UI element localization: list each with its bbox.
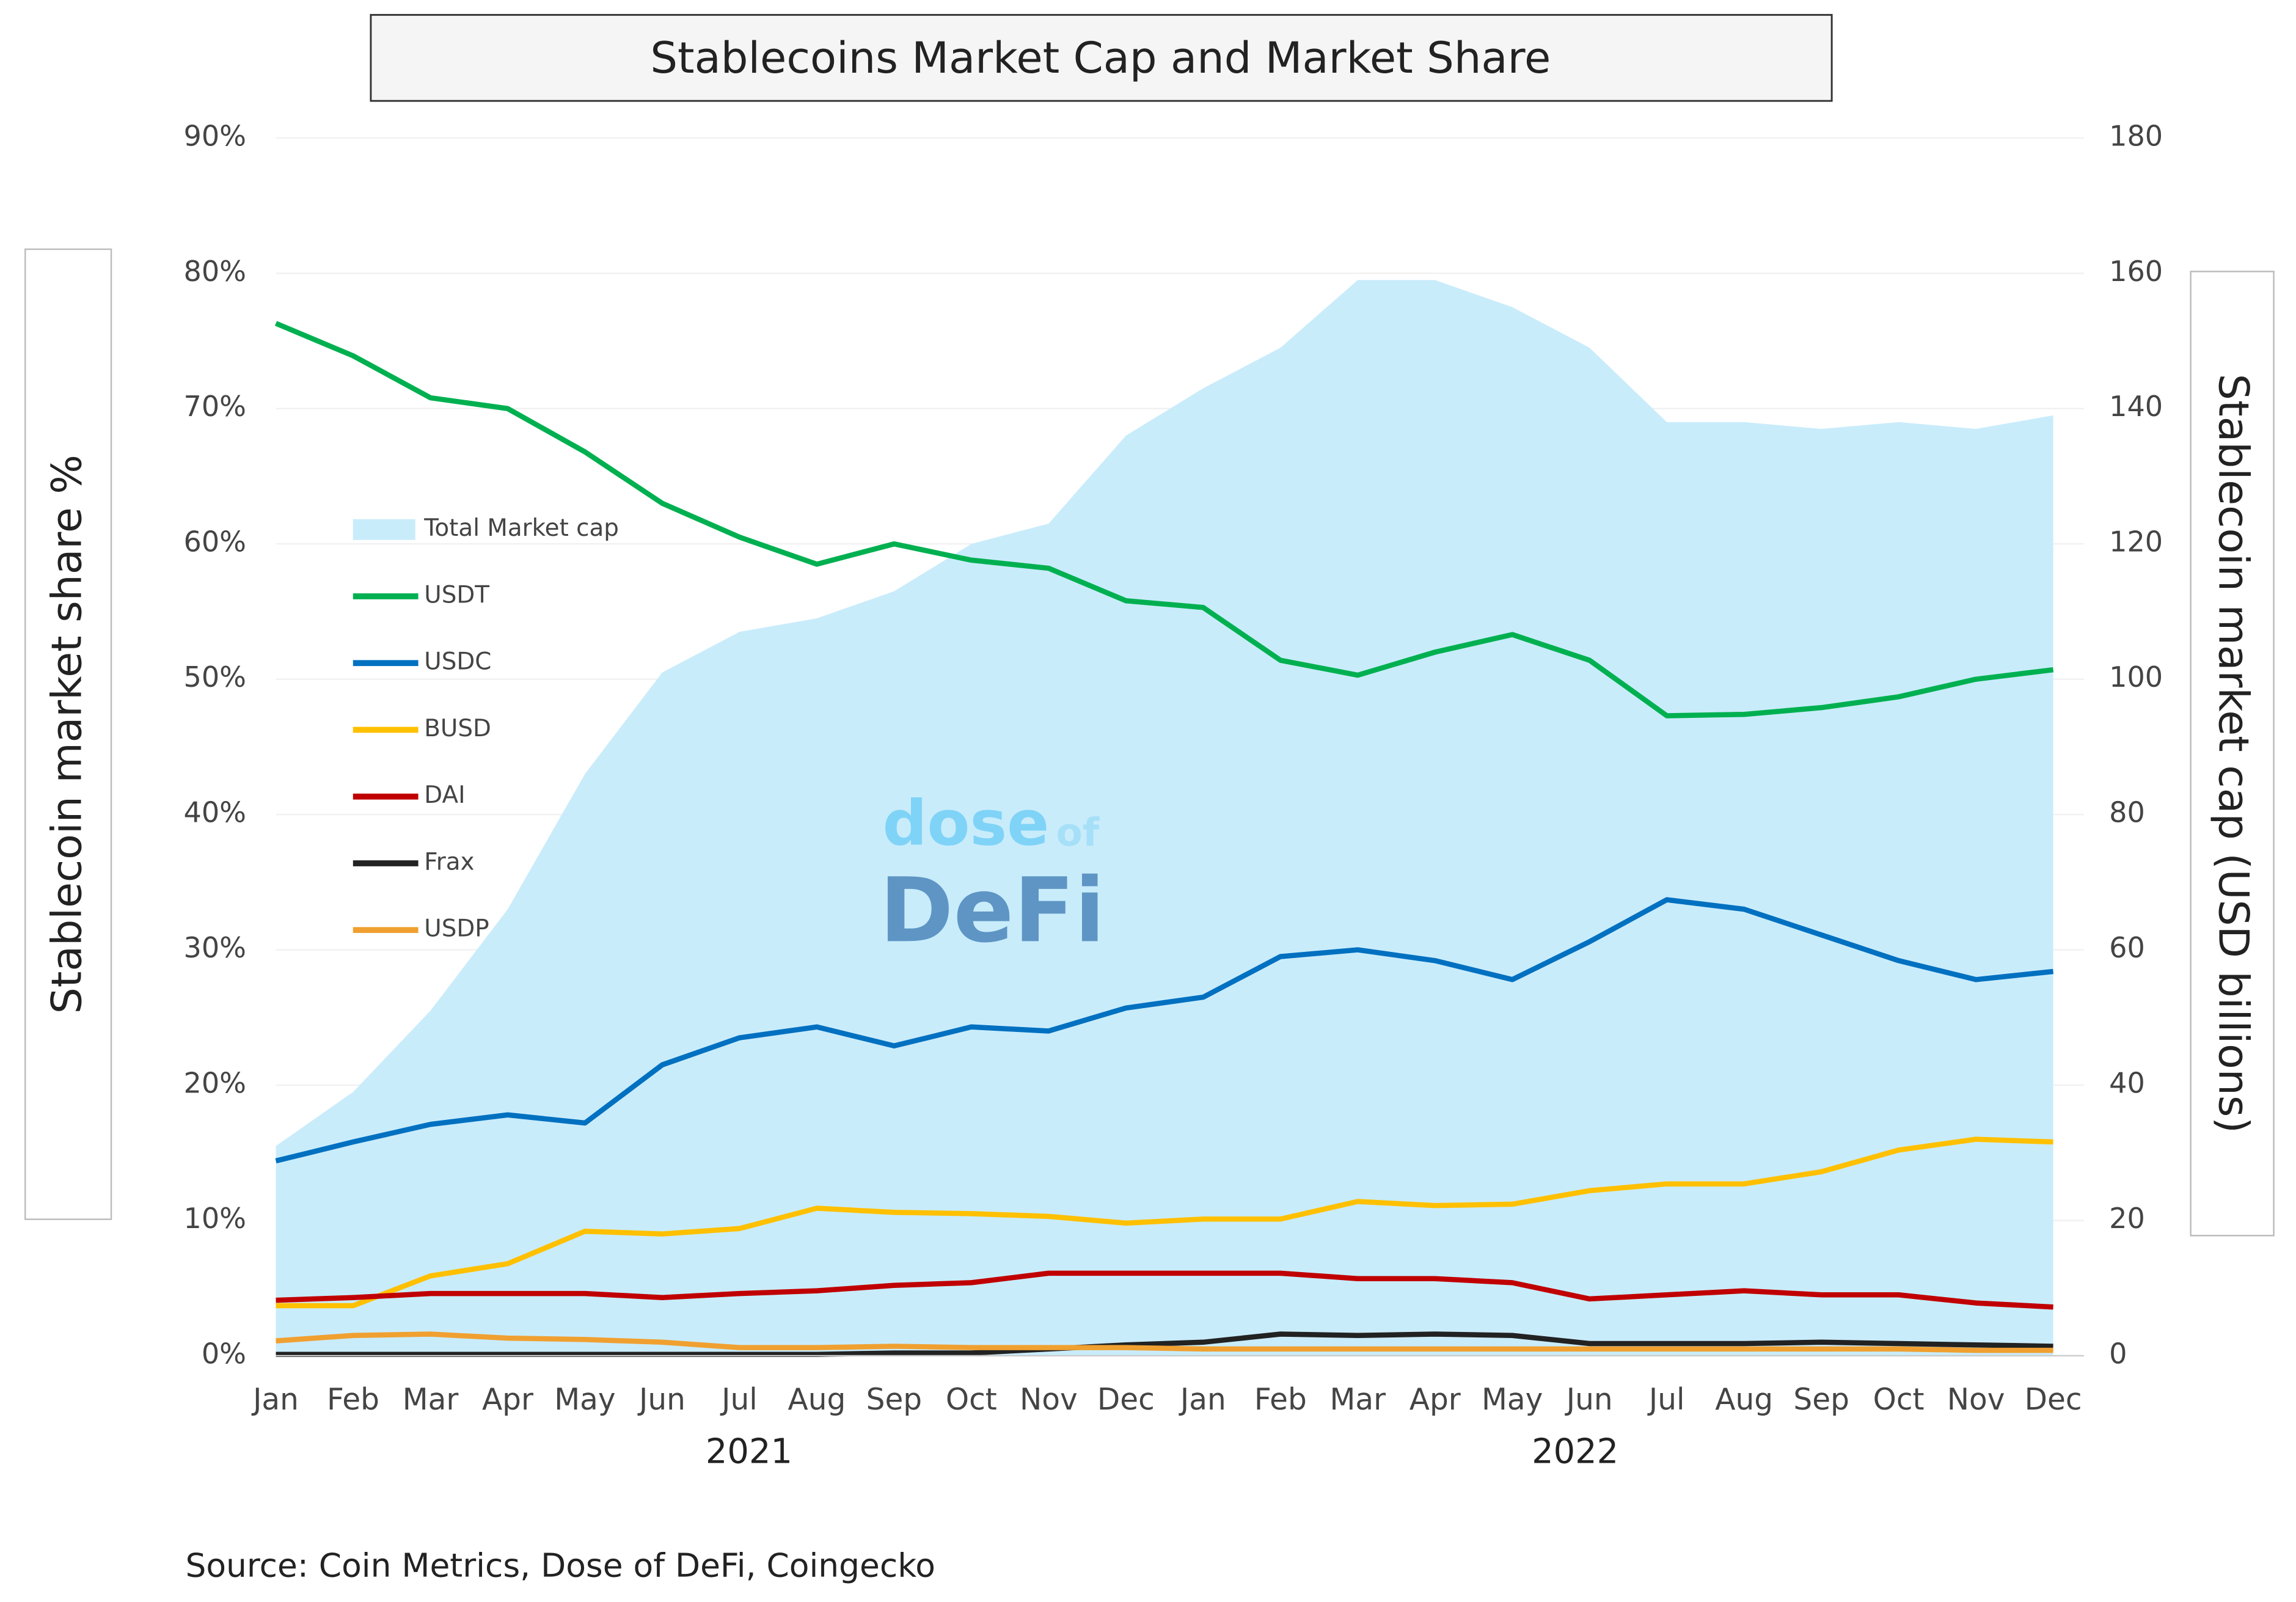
- legend-label: Total Market cap: [423, 514, 619, 542]
- y2-tick-label: 100: [2109, 660, 2163, 693]
- area: [276, 280, 2053, 1356]
- x-group-label: 2022: [1532, 1432, 1618, 1471]
- x-tick-label: Jun: [637, 1383, 686, 1417]
- watermark: dose: [882, 788, 1049, 860]
- x-group-label: 2021: [706, 1432, 792, 1471]
- y2-tick-label: 180: [2109, 119, 2163, 152]
- x-tick-label: Aug: [1715, 1383, 1773, 1417]
- x-tick-label: Jun: [1565, 1383, 1613, 1417]
- y-tick-label: 20%: [183, 1067, 246, 1100]
- title-box: [370, 13, 1833, 102]
- y2-tick-label: 0: [2109, 1337, 2127, 1370]
- y-tick-label: 80%: [183, 255, 246, 288]
- ylabel-box: [24, 248, 112, 1220]
- x-tick-label: Jul: [720, 1383, 758, 1417]
- watermark: DeFi: [880, 859, 1105, 962]
- x-tick-label: Mar: [403, 1383, 459, 1417]
- line: [276, 1331, 2053, 1357]
- y-tick-label: 70%: [183, 390, 246, 423]
- x-tick-label: Dec: [1097, 1383, 1155, 1417]
- x-tick-label: Jul: [1647, 1383, 1685, 1417]
- x-tick-label: Aug: [788, 1383, 846, 1417]
- y2-tick-label: 60: [2109, 931, 2145, 964]
- line: [276, 1136, 2053, 1309]
- y2-tick-label: 160: [2109, 255, 2163, 288]
- chart-title: Stablecoins Market Cap and Market Share: [650, 33, 1551, 83]
- line: [276, 1331, 2053, 1353]
- legend-label: USDP: [424, 915, 489, 943]
- y2-tick-label: 80: [2109, 796, 2145, 829]
- y2-tick-label: 40: [2109, 1067, 2145, 1100]
- x-tick-label: Sep: [866, 1383, 923, 1417]
- y2-axis-label: Stablecoin market cap (USD billions): [2209, 374, 2258, 1133]
- x-tick-label: Nov: [1020, 1383, 1078, 1417]
- x-tick-label: May: [1482, 1383, 1543, 1417]
- y-axis-label: Stablecoin market share %: [43, 455, 92, 1014]
- x-tick-label: Feb: [327, 1383, 379, 1417]
- x-tick-label: Sep: [1793, 1383, 1849, 1417]
- legend-label: USDT: [424, 581, 489, 609]
- x-tick-label: Apr: [482, 1383, 533, 1417]
- y2-tick-label: 120: [2109, 525, 2163, 558]
- y2-tick-label: 20: [2109, 1202, 2145, 1235]
- source: Source: Coin Metrics, Dose of DeFi, Coin…: [185, 1546, 935, 1585]
- x-tick-label: Feb: [1254, 1383, 1307, 1417]
- legend-label: BUSD: [424, 715, 491, 742]
- x-tick-label: Jan: [1179, 1383, 1226, 1417]
- y-tick-label: 10%: [183, 1202, 246, 1235]
- x-tick-label: May: [554, 1383, 615, 1417]
- x-tick-label: Mar: [1329, 1383, 1386, 1417]
- x-tick-label: Apr: [1409, 1383, 1461, 1417]
- legend-swatch: [353, 519, 415, 540]
- x-tick-label: Oct: [1873, 1383, 1925, 1417]
- line: [274, 321, 2054, 719]
- x-tick-label: Dec: [2025, 1383, 2082, 1417]
- x-tick-label: Nov: [1947, 1383, 2005, 1417]
- y2label-box: [2190, 271, 2275, 1237]
- watermark: of: [1056, 810, 1100, 855]
- y-tick-label: 30%: [183, 931, 246, 964]
- y-tick-label: 60%: [183, 525, 246, 558]
- legend-label: Frax: [424, 848, 474, 876]
- y-tick-label: 40%: [183, 796, 246, 829]
- legend-label: DAI: [424, 781, 465, 809]
- line: [276, 1270, 2053, 1310]
- y-tick-label: 0%: [202, 1337, 246, 1370]
- plot: 0% 10% 20% 30% 40% 50% 60% 70% 80% 90% 0 20 40 60 80 10…: [183, 119, 2163, 1471]
- y-tick-label: 90%: [183, 119, 246, 152]
- line: [275, 897, 2054, 1164]
- y-tick-label: 50%: [183, 660, 246, 693]
- x-tick-label: Oct: [946, 1383, 997, 1417]
- x-tick-label: Jan: [251, 1383, 299, 1417]
- legend-label: USDC: [424, 648, 491, 676]
- y2-tick-label: 140: [2109, 390, 2163, 423]
